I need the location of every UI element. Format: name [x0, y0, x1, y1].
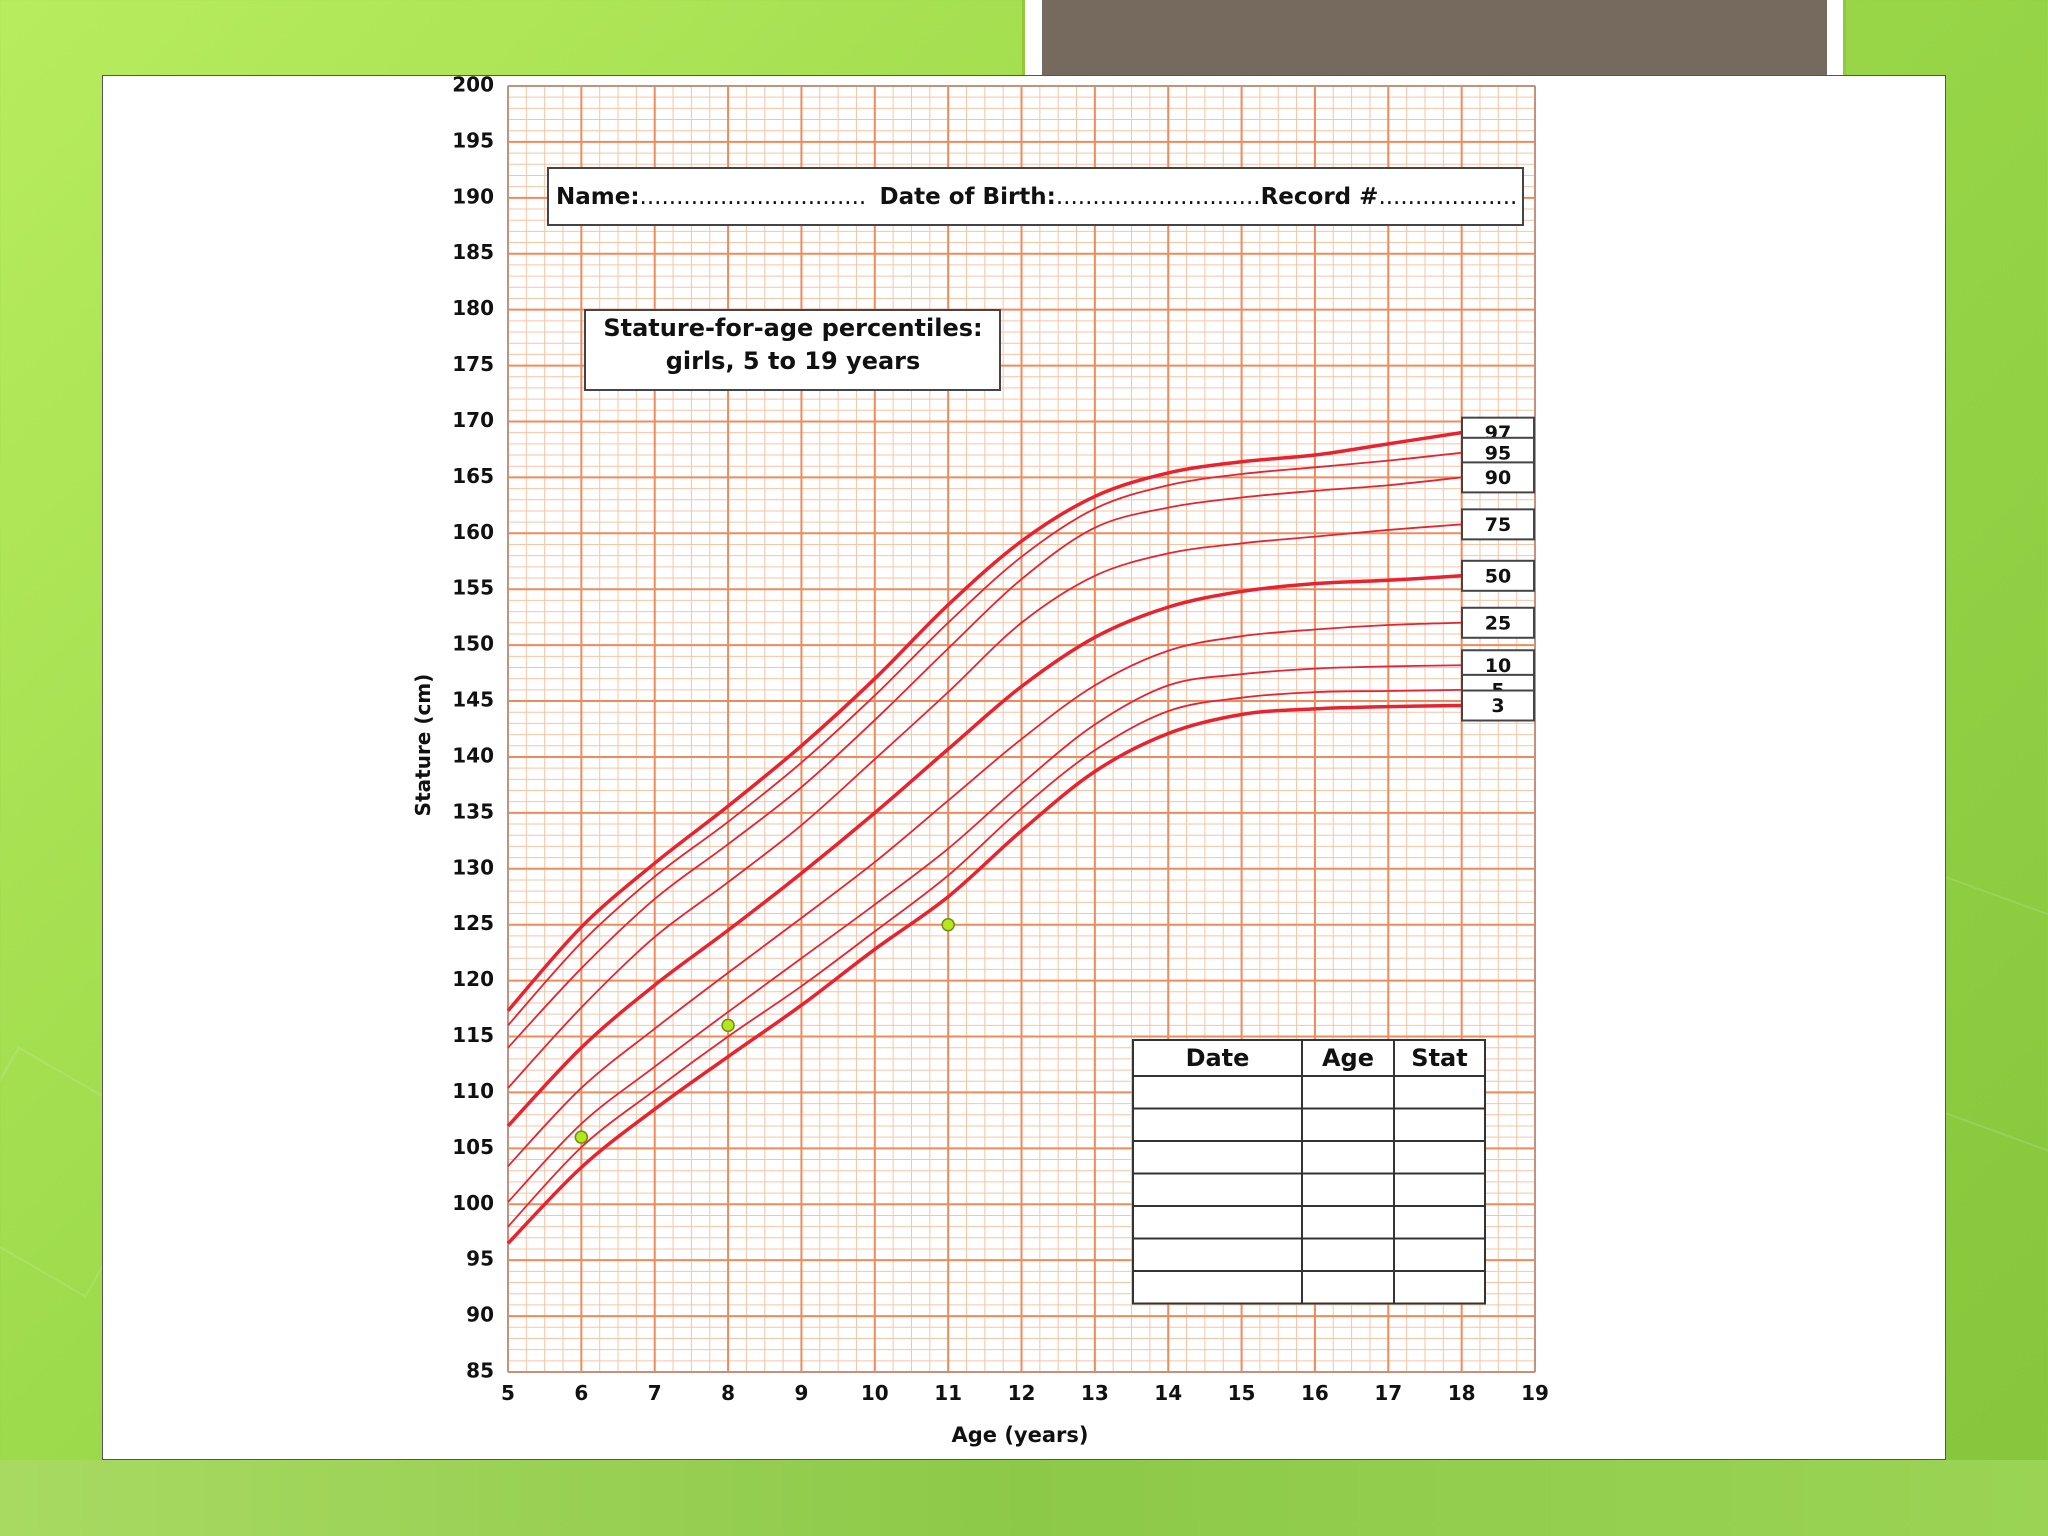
y-tick-label: 95: [466, 1247, 494, 1271]
y-tick-label: 105: [452, 1135, 494, 1159]
percentile-label: 25: [1485, 612, 1511, 634]
y-tick-labels: 200 195 190 185 180 175 170 165 160 155 150 145 140 1…: [452, 73, 494, 1383]
y-tick-label: 110: [452, 1079, 494, 1103]
record-table: Date Age Stat: [1132, 1039, 1486, 1305]
x-axis-label: Age (years): [952, 1423, 1089, 1447]
y-tick-label: 200: [452, 73, 494, 97]
record-table-header: Stat: [1411, 1044, 1467, 1072]
y-tick-label: 190: [452, 184, 494, 208]
chart-title-box: Stature-for-age percentiles: girls, 5 to…: [584, 309, 1001, 391]
x-tick-label: 17: [1374, 1381, 1402, 1405]
percentile-curve-3: [506, 703, 1462, 1245]
y-tick-label: 90: [466, 1303, 494, 1327]
chart-subtitle: girls, 5 to 19 years: [666, 347, 921, 375]
y-tick-label: 170: [452, 408, 494, 432]
percentile-label: 75: [1485, 514, 1511, 536]
x-tick-label: 15: [1228, 1381, 1256, 1405]
percentile-curve-90: [507, 476, 1462, 1049]
y-tick-label: 150: [452, 632, 494, 656]
name-label: Name:: [556, 184, 640, 210]
x-tick-labels: 5 6 7 8 9 10 11 12 13 14 15 16 17 18 19: [501, 1381, 1549, 1405]
y-tick-label: 125: [452, 911, 494, 935]
y-tick-label: 120: [452, 967, 494, 991]
y-tick-label: 165: [452, 464, 494, 488]
y-tick-label: 155: [452, 576, 494, 600]
y-tick-label: 145: [452, 688, 494, 712]
percentile-label-box: [1461, 508, 1535, 541]
y-tick-label: 85: [466, 1359, 494, 1383]
y-axis-label: Stature (cm): [411, 674, 435, 817]
percentile-curves: [506, 430, 1462, 1245]
percentile-label-box: [1461, 689, 1535, 722]
patient-info-box: Name:............................... Dat…: [547, 167, 1524, 226]
record-table-header: Date: [1186, 1044, 1250, 1072]
y-tick-label: 160: [452, 520, 494, 544]
measurement-point: [574, 1130, 589, 1144]
plot-frame: [507, 85, 1536, 1373]
x-tick-label: 7: [648, 1381, 662, 1405]
x-tick-label: 8: [721, 1381, 735, 1405]
y-tick-label: 175: [452, 352, 494, 376]
percentile-curve-97: [506, 430, 1462, 1012]
percentile-curve-10: [507, 664, 1462, 1203]
percentile-label: 95: [1485, 442, 1511, 464]
y-tick-label: 135: [452, 799, 494, 823]
record-table-frame: [1132, 1039, 1486, 1305]
measurement-point: [721, 1018, 735, 1033]
x-tick-label: 13: [1081, 1381, 1109, 1405]
chart-title: Stature-for-age percentiles:: [603, 314, 982, 342]
background-band: [0, 1460, 2048, 1536]
date-of-birth-label: Date of Birth:: [880, 184, 1056, 210]
percentile-label: 10: [1485, 655, 1511, 677]
percentile-label: 90: [1485, 467, 1511, 489]
percentile-label-box: [1461, 461, 1535, 494]
y-tick-label: 180: [452, 296, 494, 320]
x-tick-label: 11: [934, 1381, 962, 1405]
record-table-header: Age: [1322, 1044, 1374, 1072]
percentile-label: 50: [1485, 565, 1511, 587]
percentile-labels: 9795907550251053: [1461, 416, 1535, 722]
percentile-curve-95: [507, 451, 1462, 1026]
svg-text:Name:.........................: Name:............................... Dat…: [556, 184, 1517, 210]
percentile-label-box: [1461, 559, 1535, 592]
y-tick-label: 140: [452, 743, 494, 767]
x-tick-label: 19: [1521, 1381, 1549, 1405]
y-tick-label: 100: [452, 1191, 494, 1215]
percentile-label-box: [1461, 606, 1535, 639]
x-tick-label: 10: [861, 1381, 889, 1405]
y-tick-label: 195: [452, 128, 494, 152]
percentile-curve-25: [507, 621, 1462, 1167]
measurement-point: [941, 917, 955, 932]
x-tick-label: 9: [794, 1381, 808, 1405]
x-tick-label: 16: [1301, 1381, 1329, 1405]
y-tick-label: 185: [452, 240, 494, 264]
measurement-points: [574, 917, 955, 1144]
x-tick-label: 12: [1008, 1381, 1036, 1405]
percentile-label: 3: [1491, 695, 1504, 717]
x-tick-label: 14: [1154, 1381, 1182, 1405]
percentile-curve-50: [506, 574, 1462, 1128]
x-tick-label: 6: [574, 1381, 588, 1405]
y-tick-label: 115: [452, 1023, 494, 1047]
content-panel: [102, 75, 1946, 1460]
percentile-curve-5: [507, 688, 1462, 1228]
x-tick-label: 5: [501, 1381, 515, 1405]
record-label: Record #: [1261, 184, 1379, 210]
x-tick-label: 18: [1448, 1381, 1476, 1405]
percentile-curve-75: [507, 523, 1462, 1089]
y-tick-label: 130: [452, 855, 494, 879]
